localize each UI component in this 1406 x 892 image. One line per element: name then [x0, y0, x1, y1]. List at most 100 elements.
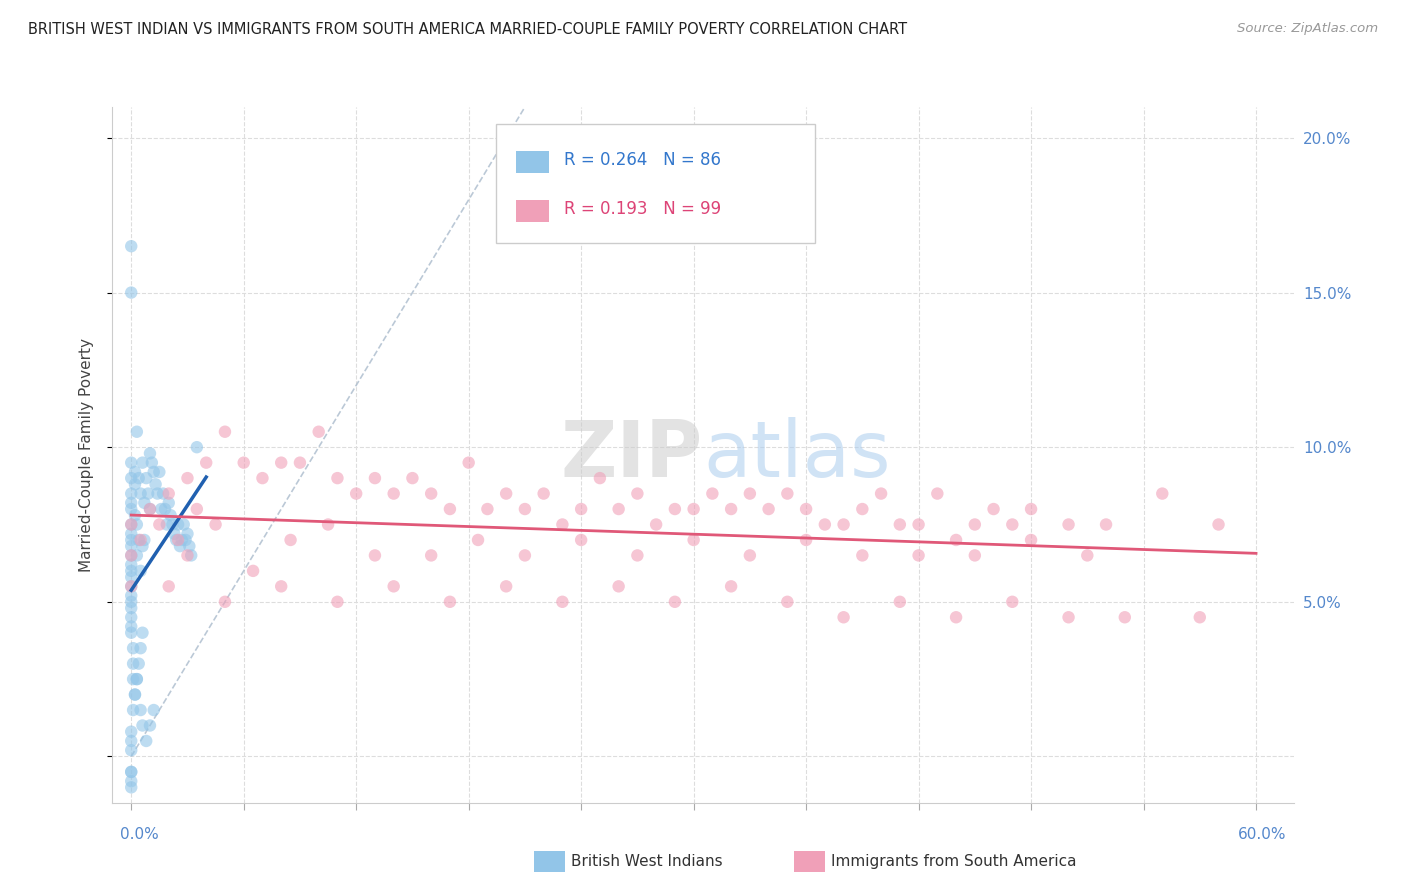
- Point: [129, 533, 152, 547]
- Point: [776, 486, 799, 500]
- Point: [120, 496, 142, 510]
- Point: [794, 502, 817, 516]
- Point: [180, 549, 202, 563]
- Point: [401, 471, 423, 485]
- Point: [927, 486, 949, 500]
- Point: [720, 579, 742, 593]
- Point: [738, 549, 761, 563]
- Point: [179, 539, 201, 553]
- Point: [120, 517, 142, 532]
- Point: [1057, 610, 1080, 624]
- Point: [142, 703, 165, 717]
- Point: [467, 533, 489, 547]
- Point: [131, 456, 153, 470]
- Point: [551, 595, 574, 609]
- Point: [1152, 486, 1174, 500]
- Point: [125, 425, 148, 439]
- Point: [1001, 595, 1024, 609]
- Point: [120, 625, 142, 640]
- Point: [135, 734, 157, 748]
- Point: [232, 456, 254, 470]
- Y-axis label: Married-Couple Family Poverty: Married-Couple Family Poverty: [79, 338, 94, 572]
- Point: [569, 502, 592, 516]
- Point: [122, 641, 145, 656]
- Point: [120, 619, 142, 633]
- Point: [131, 625, 153, 640]
- Point: [569, 533, 592, 547]
- Text: 60.0%: 60.0%: [1239, 827, 1286, 841]
- Point: [146, 486, 169, 500]
- Point: [139, 446, 162, 460]
- Point: [157, 579, 180, 593]
- Point: [157, 496, 180, 510]
- Point: [204, 517, 226, 532]
- Point: [776, 595, 799, 609]
- Point: [120, 549, 142, 563]
- Point: [242, 564, 264, 578]
- Point: [364, 549, 387, 563]
- Point: [125, 549, 148, 563]
- Point: [382, 579, 405, 593]
- Point: [176, 526, 198, 541]
- Point: [814, 517, 837, 532]
- Point: [124, 688, 146, 702]
- Point: [128, 657, 150, 671]
- Point: [439, 595, 461, 609]
- Point: [120, 239, 142, 253]
- Text: British West Indians: British West Indians: [571, 855, 723, 869]
- Point: [344, 486, 367, 500]
- Point: [589, 471, 612, 485]
- Point: [120, 539, 142, 553]
- Point: [120, 780, 142, 795]
- Point: [148, 517, 170, 532]
- Point: [120, 486, 142, 500]
- Point: [682, 502, 704, 516]
- Point: [1076, 549, 1098, 563]
- Point: [150, 502, 173, 516]
- Point: [120, 595, 142, 609]
- Point: [176, 471, 198, 485]
- Point: [551, 517, 574, 532]
- Point: [252, 471, 274, 485]
- Point: [169, 539, 191, 553]
- FancyBboxPatch shape: [516, 151, 550, 173]
- Point: [195, 456, 218, 470]
- Point: [131, 718, 153, 732]
- Point: [128, 471, 150, 485]
- Point: [120, 764, 142, 779]
- Point: [120, 774, 142, 789]
- Point: [124, 688, 146, 702]
- Point: [120, 743, 142, 757]
- Point: [870, 486, 893, 500]
- Point: [186, 440, 208, 454]
- Point: [145, 477, 167, 491]
- Point: [626, 486, 648, 500]
- Point: [135, 471, 157, 485]
- Point: [120, 589, 142, 603]
- Point: [288, 456, 311, 470]
- Text: Source: ZipAtlas.com: Source: ZipAtlas.com: [1237, 22, 1378, 36]
- Point: [214, 595, 236, 609]
- Point: [159, 508, 181, 523]
- Point: [120, 285, 142, 300]
- Point: [420, 549, 443, 563]
- Point: [120, 564, 142, 578]
- Point: [125, 517, 148, 532]
- Point: [645, 517, 668, 532]
- Point: [129, 486, 152, 500]
- Point: [120, 724, 142, 739]
- Point: [607, 579, 630, 593]
- Point: [173, 517, 195, 532]
- Point: [439, 502, 461, 516]
- Point: [124, 465, 146, 479]
- Point: [120, 610, 142, 624]
- Point: [120, 549, 142, 563]
- Point: [139, 502, 162, 516]
- Point: [186, 502, 208, 516]
- Point: [156, 517, 179, 532]
- Text: R = 0.193   N = 99: R = 0.193 N = 99: [564, 200, 721, 218]
- Point: [136, 486, 159, 500]
- Point: [1095, 517, 1118, 532]
- FancyBboxPatch shape: [496, 124, 815, 243]
- Point: [162, 517, 184, 532]
